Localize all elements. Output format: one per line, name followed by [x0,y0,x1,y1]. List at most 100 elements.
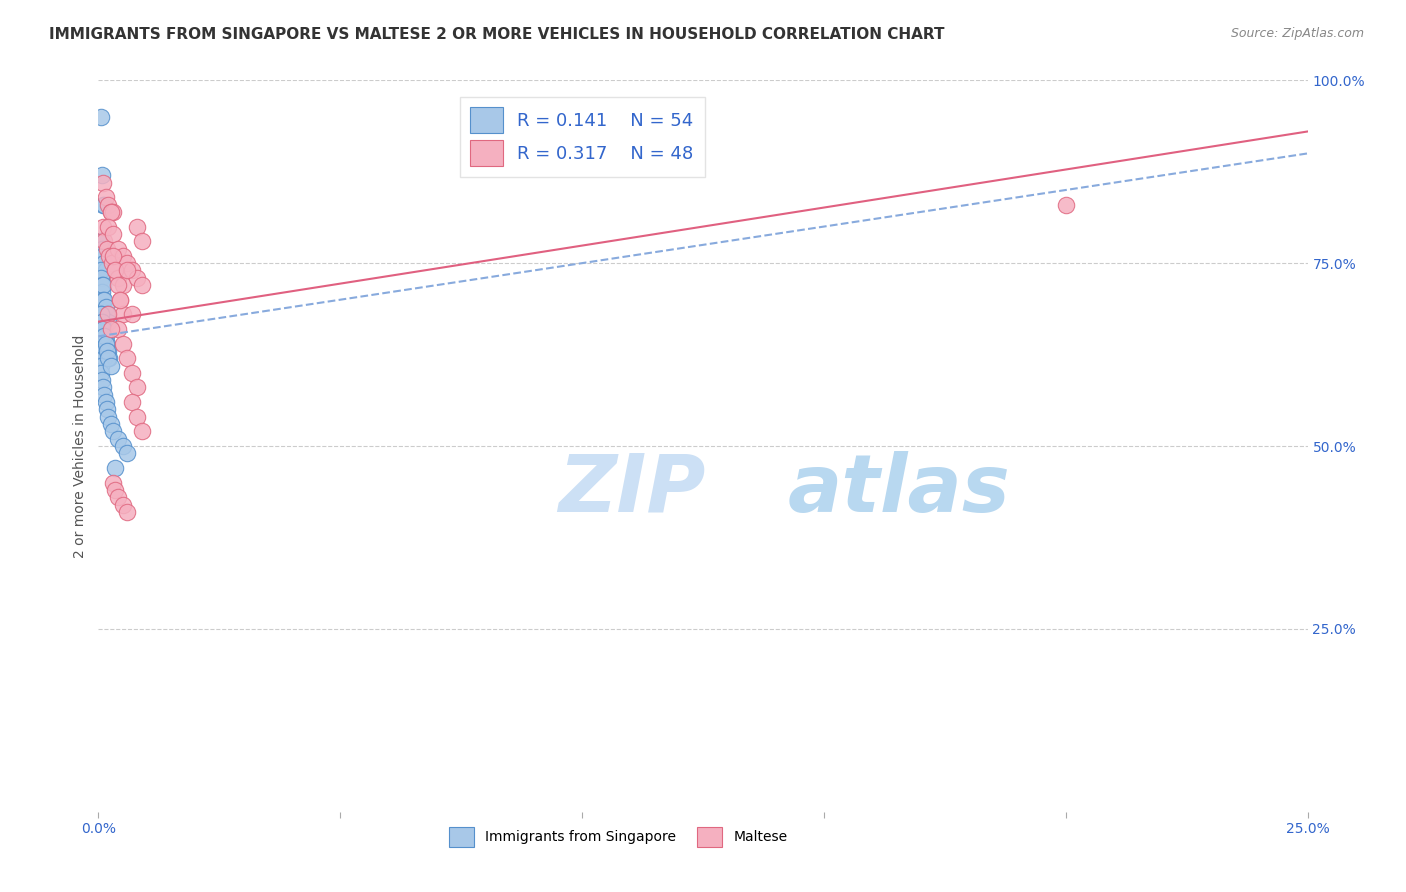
Point [107,322,129,336]
Point [97,343,120,358]
Point [90,307,112,321]
Point [121,366,143,380]
Point [91,197,114,211]
Point [94,300,117,314]
Point [93,388,115,402]
Point [93,329,115,343]
Point [90,336,112,351]
Point [96,242,118,256]
Point [96,307,118,321]
Point [101,227,124,241]
Point [97,219,120,234]
Point [97,315,120,329]
Point [131,278,153,293]
Point [101,256,124,270]
Point [98,351,121,366]
Point [108,293,131,307]
Point [111,439,134,453]
Point [91,315,114,329]
Point [127,270,149,285]
Point [90,278,112,293]
Point [107,490,129,504]
Point [107,242,129,256]
Point [100,322,122,336]
Point [94,395,117,409]
Point [97,409,120,424]
Point [91,249,114,263]
Point [90,110,112,124]
Point [111,307,134,321]
Point [111,336,134,351]
Point [97,307,120,321]
Point [96,343,118,358]
Point [91,293,114,307]
Point [117,446,139,460]
Point [1054,197,1077,211]
Point [90,366,112,380]
Point [96,402,118,417]
Point [91,176,114,190]
Point [117,263,139,277]
Point [104,483,127,497]
Point [90,234,112,248]
Point [94,263,117,277]
Point [91,278,114,293]
Point [117,351,139,366]
Point [127,380,149,394]
Point [93,293,115,307]
Point [90,359,112,373]
Point [100,417,122,431]
Point [101,205,124,219]
Text: ZIP: ZIP [558,450,706,529]
Point [127,409,149,424]
Point [104,263,127,277]
Point [131,234,153,248]
Point [96,336,118,351]
Point [111,278,134,293]
Point [107,432,129,446]
Point [93,351,115,366]
Point [131,425,153,439]
Point [91,380,114,394]
Point [93,197,115,211]
Point [111,249,134,263]
Point [91,343,114,358]
Point [117,505,139,519]
Point [91,169,114,183]
Point [90,263,112,277]
Point [100,205,122,219]
Point [91,285,114,300]
Point [108,293,131,307]
Point [91,373,114,387]
Point [93,234,115,248]
Point [98,249,121,263]
Point [97,197,120,211]
Point [90,315,112,329]
Text: atlas: atlas [787,450,1011,529]
Point [91,322,114,336]
Point [91,242,114,256]
Text: IMMIGRANTS FROM SINGAPORE VS MALTESE 2 OR MORE VEHICLES IN HOUSEHOLD CORRELATION: IMMIGRANTS FROM SINGAPORE VS MALTESE 2 O… [49,27,945,42]
Point [107,270,129,285]
Point [91,219,114,234]
Point [97,351,120,366]
Point [94,329,117,343]
Point [101,425,124,439]
Point [100,205,122,219]
Point [121,307,143,321]
Point [90,234,112,248]
Point [101,475,124,490]
Point [90,270,112,285]
Point [104,263,127,277]
Point [121,395,143,409]
Point [90,307,112,321]
Point [111,498,134,512]
Y-axis label: 2 or more Vehicles in Household: 2 or more Vehicles in Household [73,334,87,558]
Point [94,190,117,204]
Point [121,263,143,277]
Point [101,249,124,263]
Point [104,461,127,475]
Point [90,322,112,336]
Text: Source: ZipAtlas.com: Source: ZipAtlas.com [1230,27,1364,40]
Legend: Immigrants from Singapore, Maltese: Immigrants from Singapore, Maltese [444,822,793,853]
